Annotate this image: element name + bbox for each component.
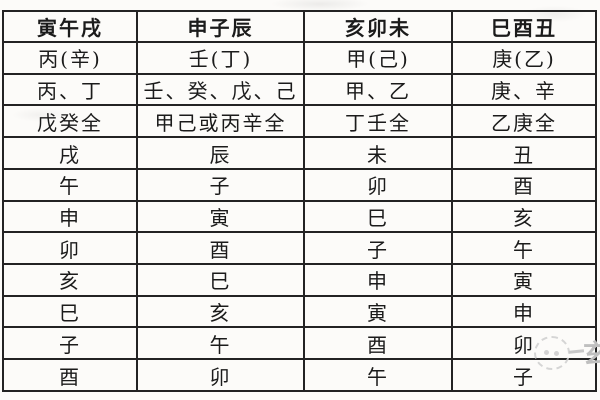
table-body: 丙(辛) 壬(丁) 甲(己) 庚(乙) 丙、丁 壬、癸、戊、己 甲、乙 庚、辛 戊癸全 甲己或丙辛… [2, 41, 597, 392]
table-cell: 寅 [451, 263, 597, 297]
table-cell: 乙庚全 [451, 104, 597, 139]
table-cell: 子 [2, 326, 138, 361]
watermark-logo-icon [534, 336, 570, 370]
table-cell: 卯 [451, 326, 597, 361]
table-cell: 寅 [303, 294, 453, 329]
table-cell: 丙(辛) [2, 41, 138, 75]
header-row: 寅午戌 申子辰 亥卯未 巳酉丑 [2, 10, 597, 43]
table-cell: 亥 [136, 294, 305, 329]
table-cell: 寅 [136, 199, 305, 234]
table-cell: 酉 [451, 167, 597, 202]
table-cell: 壬(丁) [136, 41, 305, 75]
table-cell: 亥 [451, 199, 597, 234]
table-row: 亥巳申寅 [2, 263, 597, 297]
table-cell: 丙、丁 [2, 72, 138, 107]
column-header: 寅午戌 [2, 10, 138, 43]
table-cell: 戊癸全 [2, 104, 138, 139]
table-cell: 巳 [303, 199, 453, 234]
column-header: 申子辰 [136, 10, 305, 43]
table-cell: 卯 [2, 231, 138, 266]
table-cell: 午 [2, 167, 138, 202]
table-cell: 巳 [136, 263, 305, 297]
table-cell: 申 [2, 199, 138, 234]
harmony-table: 寅午戌 申子辰 亥卯未 巳酉丑 丙(辛) 壬(丁) 甲(己) 庚(乙) 丙、丁 壬、癸、戊、己甲… [2, 10, 597, 392]
table-cell: 庚、辛 [451, 72, 597, 107]
table-cell: 子 [303, 231, 453, 266]
table-row: 卯酉子午 [2, 231, 597, 266]
column-header: 亥卯未 [303, 10, 453, 43]
table-cell: 庚(乙) [451, 41, 597, 75]
table-cell: 申 [451, 294, 597, 329]
table-row: 戌辰未丑 [2, 136, 597, 170]
table-cell: 申 [303, 263, 453, 297]
table-row: 午子卯酉 [2, 167, 597, 202]
table-row: 丙、丁 壬、癸、戊、己 甲、乙 庚、辛 [2, 72, 597, 107]
table-cell: 未 [303, 136, 453, 170]
table-cell: 甲己或丙辛全 [136, 104, 305, 139]
table-row: 巳亥寅申 [2, 294, 597, 329]
table-cell: 亥 [2, 263, 138, 297]
table-cell: 午 [136, 326, 305, 361]
table-cell: 卯 [136, 358, 305, 392]
table-row: 丙(辛) 壬(丁) 甲(己) 庚(乙) [2, 41, 597, 75]
table-row: 子午酉卯 [2, 326, 597, 361]
table-cell: 卯 [303, 167, 453, 202]
table-cell: 戌 [2, 136, 138, 170]
table-cell: 丁壬全 [303, 104, 453, 139]
table-cell: 子 [136, 167, 305, 202]
table-cell: 子 [451, 358, 597, 392]
table-cell: 巳 [2, 294, 138, 329]
table-row: 戊癸全 甲己或丙辛全 丁壬全 乙庚全 [2, 104, 597, 139]
table-row: 酉卯午子 [2, 358, 597, 392]
table-cell: 午 [303, 358, 453, 392]
column-header: 巳酉丑 [451, 10, 597, 43]
table-cell: 壬、癸、戊、己 [136, 72, 305, 107]
table-cell: 丑 [451, 136, 597, 170]
watermark-text: 玄 [583, 340, 600, 370]
table-cell: 辰 [136, 136, 305, 170]
table-cell: 甲(己) [303, 41, 453, 75]
table-cell: 酉 [303, 326, 453, 361]
table-cell: 酉 [2, 358, 138, 392]
table-cell: 甲、乙 [303, 72, 453, 107]
table-cell: 酉 [136, 231, 305, 266]
table-row: 申寅巳亥 [2, 199, 597, 234]
table-cell: 午 [451, 231, 597, 266]
